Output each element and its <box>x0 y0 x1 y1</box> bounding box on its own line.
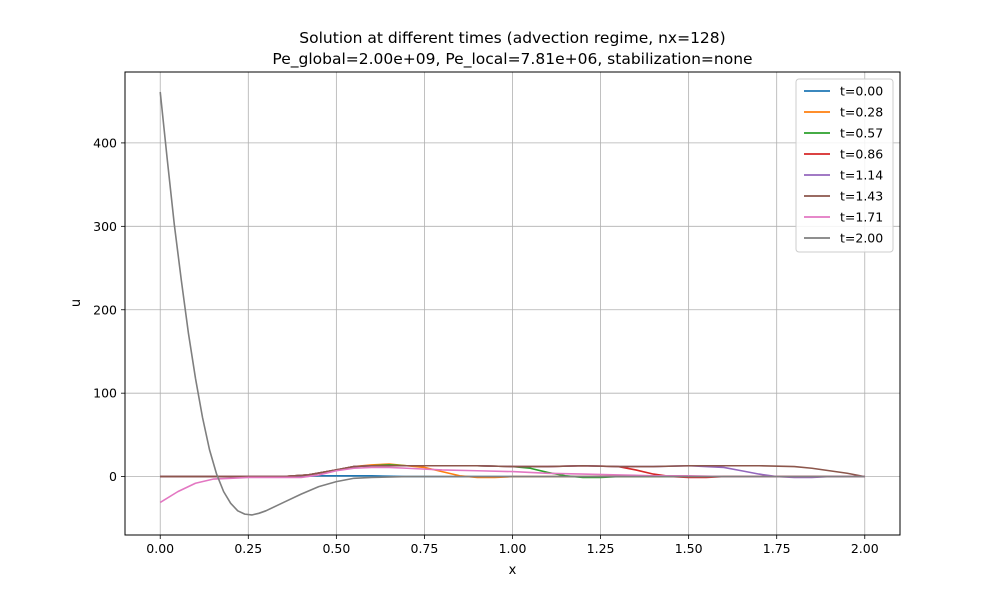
plot-series <box>159 91 865 516</box>
x-tick-label: 0.00 <box>146 541 174 556</box>
legend: t=0.00 t=0.28 t=0.57 t=0.86 t=1.14 t=1.43 t=1.… <box>795 78 894 253</box>
x-tick-label: 1.50 <box>675 541 703 556</box>
chart-title-line2: Pe_global=2.00e+09, Pe_local=7.81e+06, s… <box>272 50 752 69</box>
y-tick-label: 0 <box>109 469 117 484</box>
x-tick-label: 0.50 <box>322 541 350 556</box>
axis-ticks: 0.00 0.25 0.50 0.75 1.00 1.25 1.50 1.75 2.00 0 100… <box>93 135 879 556</box>
series-line-t-1-71 <box>159 466 865 504</box>
y-tick-label: 300 <box>93 219 117 234</box>
x-axis-label: x <box>509 563 517 578</box>
y-tick-label: 200 <box>93 302 117 317</box>
legend-label: t=1.71 <box>840 210 883 225</box>
legend-label: t=0.00 <box>840 84 883 99</box>
y-tick-label: 400 <box>93 135 117 150</box>
legend-label: t=1.14 <box>840 168 883 183</box>
x-tick-label: 0.25 <box>234 541 262 556</box>
x-tick-label: 1.00 <box>499 541 527 556</box>
legend-label: t=0.86 <box>840 147 883 162</box>
series-line-t-1-43 <box>160 464 865 478</box>
legend-label: t=0.57 <box>840 126 883 141</box>
y-axis-label: u <box>69 299 84 307</box>
x-tick-label: 2.00 <box>851 541 879 556</box>
x-tick-label: 0.75 <box>411 541 439 556</box>
x-tick-label: 1.75 <box>763 541 791 556</box>
legend-label: t=2.00 <box>840 231 883 246</box>
y-tick-label: 100 <box>93 386 117 401</box>
legend-label: t=0.28 <box>840 105 883 120</box>
legend-box <box>795 78 894 253</box>
series-line-t-2-00 <box>159 91 865 516</box>
legend-label: t=1.43 <box>840 189 883 204</box>
x-tick-label: 1.25 <box>587 541 615 556</box>
chart-title-line1: Solution at different times (advection r… <box>299 29 725 47</box>
